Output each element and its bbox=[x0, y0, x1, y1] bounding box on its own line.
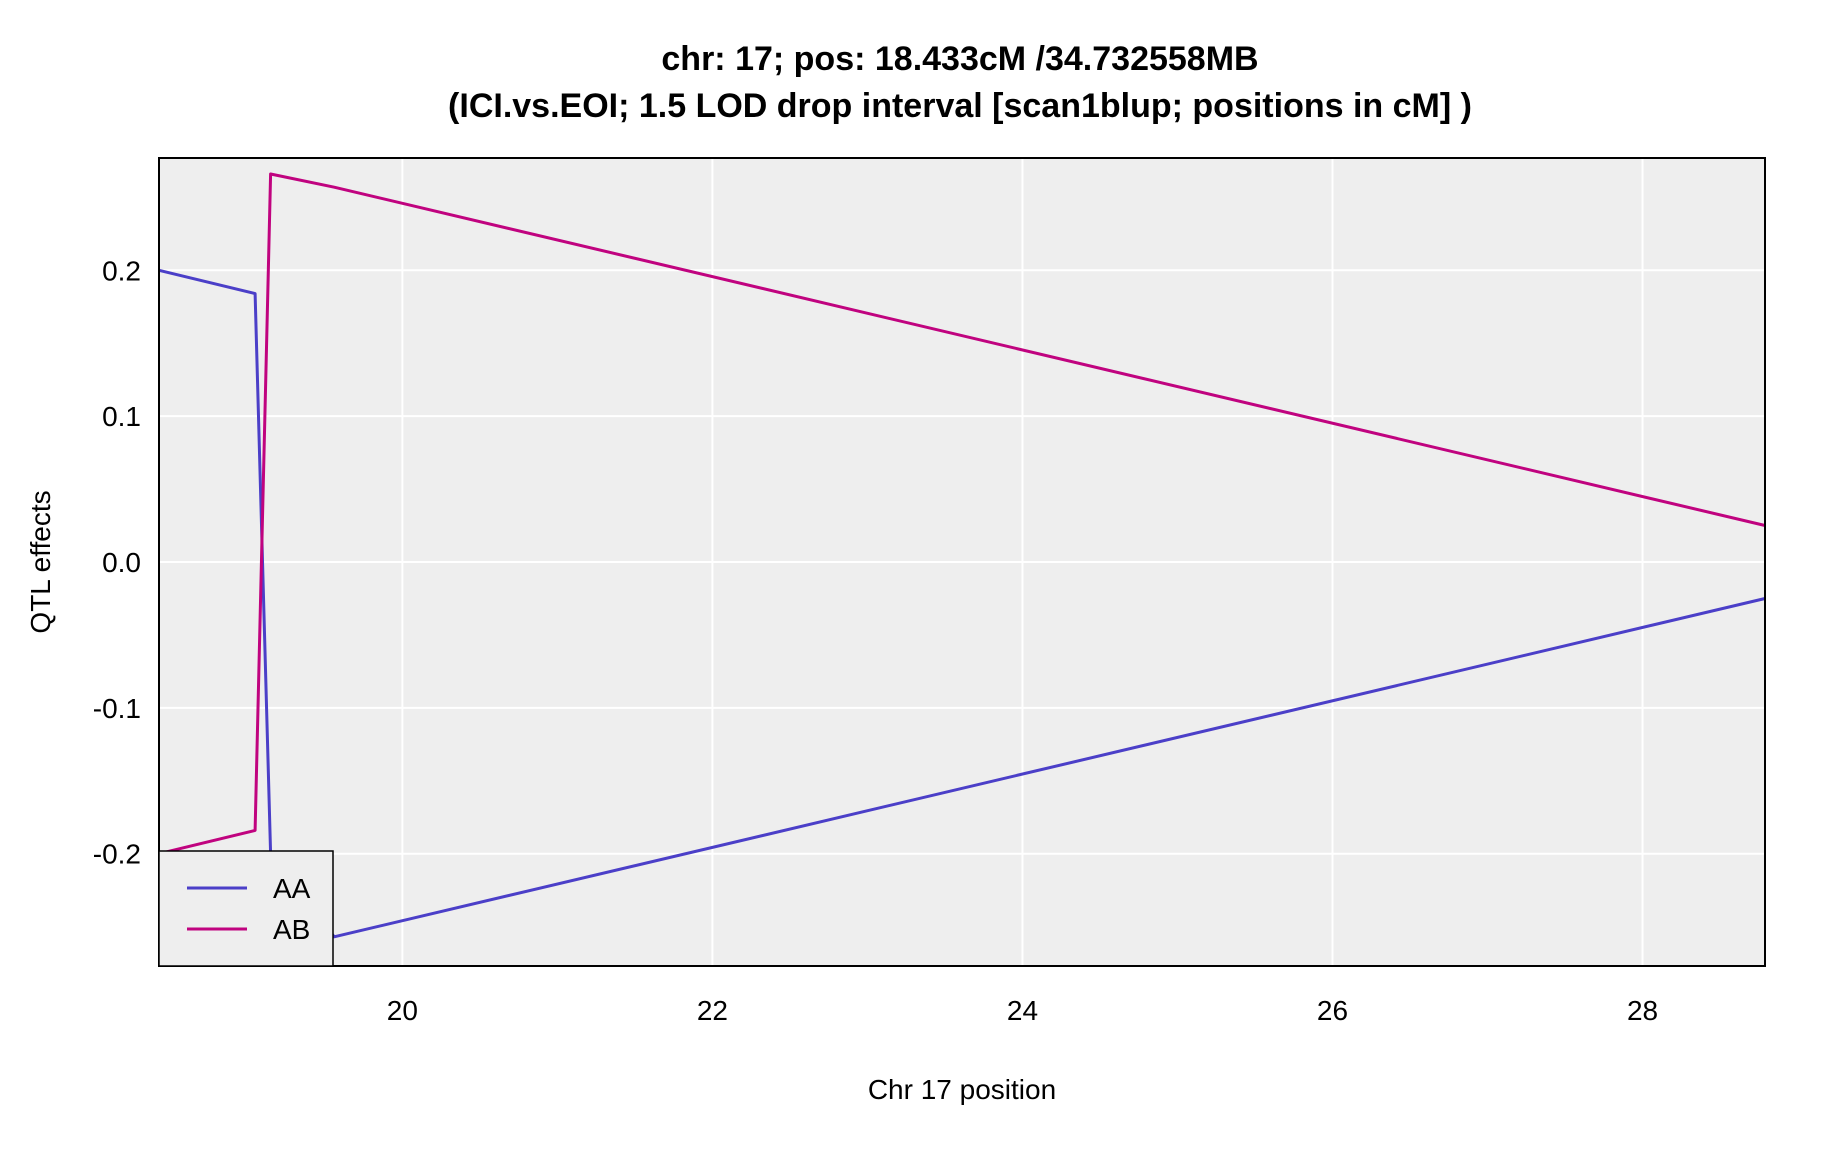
x-tick-label: 20 bbox=[387, 995, 418, 1026]
legend-box bbox=[158, 850, 334, 967]
chart-title: chr: 17; pos: 18.433cM /34.732558MB bbox=[661, 40, 1258, 78]
y-tick-label: -0.2 bbox=[93, 839, 141, 870]
x-tick-label: 28 bbox=[1627, 995, 1658, 1026]
series-line-ab bbox=[158, 172, 1766, 856]
y-tick-label: -0.1 bbox=[93, 693, 141, 724]
y-axis: -0.2 -0.1 0.0 0.1 0.2 bbox=[93, 255, 141, 869]
x-axis: 20 22 24 26 28 bbox=[387, 995, 1658, 1026]
x-tick-label: 24 bbox=[1007, 995, 1038, 1026]
legend: AA AB bbox=[158, 850, 334, 967]
y-tick-label: 0.2 bbox=[102, 255, 141, 286]
legend-label-ab: AB bbox=[273, 914, 310, 945]
grid-lines bbox=[159, 158, 1765, 966]
y-axis-label: QTL effects bbox=[25, 490, 56, 633]
y-tick-label: 0.1 bbox=[102, 401, 141, 432]
x-tick-label: 22 bbox=[697, 995, 728, 1026]
plot-frame bbox=[158, 157, 1766, 967]
x-axis-label: Chr 17 position bbox=[868, 1074, 1056, 1105]
chart-subtitle: (ICI.vs.EOI; 1.5 LOD drop interval [scan… bbox=[448, 87, 1472, 125]
x-tick-label: 26 bbox=[1317, 995, 1348, 1026]
y-tick-label: 0.0 bbox=[102, 547, 141, 578]
legend-label-aa: AA bbox=[273, 873, 311, 904]
